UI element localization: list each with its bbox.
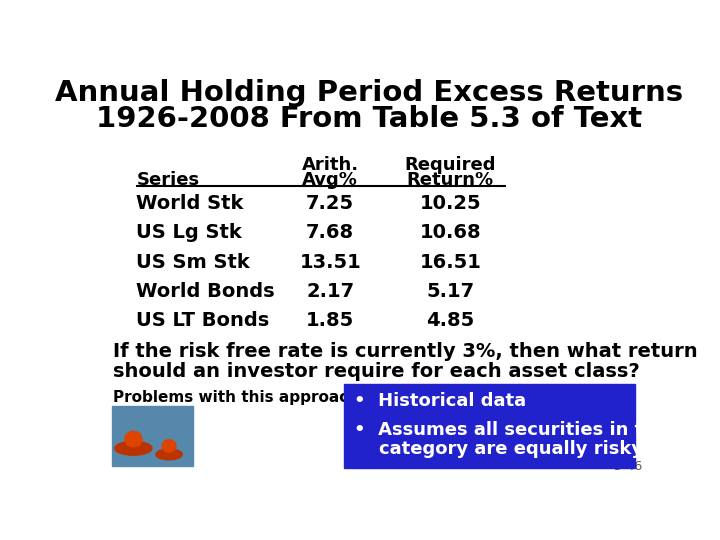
Text: 13.51: 13.51 [300,253,361,272]
Text: 16.51: 16.51 [420,253,481,272]
Text: 5-46: 5-46 [613,460,642,473]
Text: World Bonds: World Bonds [137,282,275,301]
Ellipse shape [156,449,182,460]
Text: If the risk free rate is currently 3%, then what return: If the risk free rate is currently 3%, t… [113,342,698,361]
Text: 7.68: 7.68 [306,224,354,242]
Text: Required: Required [405,156,496,174]
Ellipse shape [162,440,176,452]
Text: US LT Bonds: US LT Bonds [137,311,270,330]
Text: 2.17: 2.17 [306,282,354,301]
Text: Series: Series [137,171,199,189]
Text: •  Assumes all securities in the: • Assumes all securities in the [354,421,667,440]
Text: Annual Holding Period Excess Returns: Annual Holding Period Excess Returns [55,79,683,107]
Text: 10.25: 10.25 [420,194,481,213]
Text: 4.85: 4.85 [426,311,474,330]
FancyBboxPatch shape [344,384,635,468]
Text: 5.17: 5.17 [426,282,474,301]
Text: 1.85: 1.85 [306,311,354,330]
Text: Arith.: Arith. [302,156,359,174]
Ellipse shape [114,441,152,455]
Text: World Stk: World Stk [137,194,244,213]
Text: category are equally risky: category are equally risky [354,440,643,458]
Text: 7.25: 7.25 [306,194,354,213]
Text: 10.68: 10.68 [420,224,481,242]
FancyBboxPatch shape [112,406,193,466]
Text: Avg%: Avg% [302,171,358,189]
Text: should an investor require for each asset class?: should an investor require for each asse… [113,362,640,381]
Ellipse shape [125,431,142,447]
Text: 1926-2008 From Table 5.3 of Text: 1926-2008 From Table 5.3 of Text [96,105,642,133]
Text: Return%: Return% [407,171,494,189]
Text: Problems with this approach?: Problems with this approach? [113,390,368,405]
Text: •  Historical data: • Historical data [354,392,526,410]
Text: US Lg Stk: US Lg Stk [137,224,242,242]
Text: US Sm Stk: US Sm Stk [137,253,251,272]
